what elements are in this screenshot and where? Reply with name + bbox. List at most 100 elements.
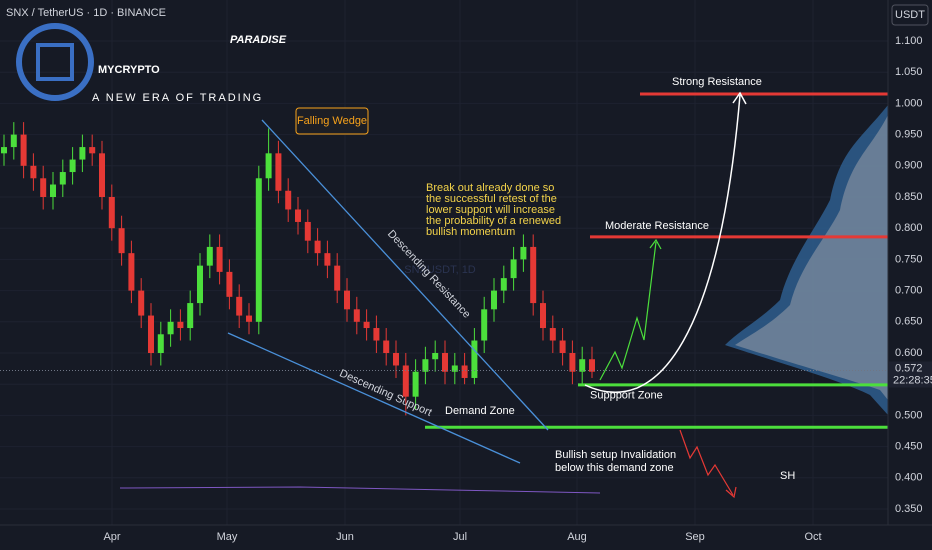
candle-body — [589, 359, 595, 372]
sh-label: SH — [780, 470, 795, 482]
note-line: lower support will increase — [426, 204, 555, 216]
unit-box — [891, 4, 929, 26]
time-tick-label: Oct — [804, 531, 821, 543]
candle-body — [187, 303, 194, 329]
candle-body — [246, 315, 252, 322]
candle-body — [59, 172, 66, 185]
candle-body — [520, 246, 527, 260]
level-label: Moderate Resistance — [605, 220, 709, 232]
candle-body — [383, 340, 390, 353]
tagline: A NEW ERA OF TRADING — [92, 92, 263, 104]
price-ticks: 1.100 1.050 1.000 0.950 0.900 0.850 0.800 0.750… — [889, 35, 932, 515]
countdown: 22:28:35 — [893, 374, 932, 386]
level-label: Strong Resistance — [672, 76, 762, 88]
time-tick-label: Jul — [453, 531, 467, 543]
projection-arrow — [584, 94, 741, 394]
candle-body — [549, 328, 556, 341]
candle-body — [314, 240, 321, 254]
note-line: the successful retest of the — [426, 193, 557, 205]
candle-body — [491, 290, 497, 310]
candle-body — [206, 246, 213, 266]
candle-body — [138, 290, 145, 316]
candle-body — [50, 184, 56, 197]
candle-body — [373, 328, 380, 341]
last-price-label: 0.572 — [895, 362, 923, 374]
candle-body — [236, 296, 243, 316]
price-tick-label: 0.600 — [895, 347, 923, 359]
price-tick-label: 0.900 — [895, 160, 923, 172]
candle-body — [118, 228, 125, 254]
candle-body — [559, 340, 566, 353]
candle-body — [79, 147, 86, 160]
price-tick-label: 0.950 — [895, 129, 923, 141]
price-tick-label: 1.050 — [895, 66, 923, 78]
last-price-box — [889, 361, 932, 388]
candle-body — [167, 321, 174, 335]
candle-body — [304, 221, 311, 241]
unit-label: USDT — [895, 9, 925, 21]
candle-body — [363, 321, 370, 329]
candle-body — [285, 190, 292, 210]
candle-body — [353, 309, 360, 322]
price-tick-label: 0.400 — [895, 472, 923, 484]
candle-body — [226, 271, 233, 297]
logo-chip — [36, 43, 74, 81]
descending-support-line — [227, 332, 521, 464]
candle-body — [344, 290, 350, 310]
note-line: the probability of a renewed — [426, 215, 561, 227]
pattern-label: Falling Wedge — [297, 115, 367, 127]
volume-profile-overlay — [735, 115, 888, 400]
candle-body — [402, 365, 409, 397]
candle-body — [510, 259, 517, 279]
arrow-head — [732, 91, 747, 105]
candle-body — [197, 265, 203, 304]
price-tick-label: 0.800 — [895, 222, 923, 234]
candle-body — [216, 246, 223, 272]
candle-body — [451, 365, 458, 372]
candle-body — [10, 134, 17, 148]
candle-body — [422, 359, 429, 372]
candle-body — [20, 134, 27, 166]
candle-body — [461, 365, 468, 378]
price-tick-label: 0.650 — [895, 316, 923, 328]
bullish-path — [599, 241, 657, 381]
candle-body — [393, 353, 399, 366]
candle-body — [471, 340, 478, 378]
logo-globe — [16, 23, 94, 101]
candle-body — [89, 147, 96, 154]
level-label: Suppport Zone — [590, 390, 663, 402]
arrow-head — [725, 486, 737, 499]
candle-body — [442, 353, 448, 372]
indicator-line — [119, 486, 601, 494]
candle-body — [69, 159, 76, 173]
bearish-path — [679, 429, 734, 496]
time-ticks: Apr May Jun Jul Aug Sep Oct — [103, 531, 821, 543]
candle-body — [99, 153, 105, 197]
candle-body — [40, 178, 47, 197]
level-label: Demand Zone — [445, 405, 515, 417]
candle-body — [265, 153, 272, 179]
candle-body — [530, 246, 537, 304]
pattern-callout — [295, 107, 369, 135]
price-tick-label: 0.850 — [895, 191, 923, 203]
invalidation-line: below this demand zone — [555, 462, 674, 474]
note-line: Break out already done so — [426, 182, 554, 194]
symbol-info: SNX / TetherUS · 1D · BINANCE — [6, 7, 166, 19]
logo-text: MYCRYPTO — [98, 64, 160, 76]
candle-body — [481, 309, 488, 341]
price-tick-label: 1.100 — [895, 35, 923, 47]
candle-body — [275, 153, 282, 191]
arrow-head — [649, 238, 662, 250]
candle-body — [177, 321, 184, 329]
candle-body — [157, 334, 164, 353]
price-tick-label: 0.700 — [895, 285, 923, 297]
descending-resistance-line — [261, 119, 549, 431]
time-tick-label: Sep — [685, 531, 705, 543]
candle-body — [500, 278, 507, 291]
candle-body — [128, 253, 135, 291]
price-tick-label: 0.450 — [895, 441, 923, 453]
candle-body — [569, 353, 576, 372]
